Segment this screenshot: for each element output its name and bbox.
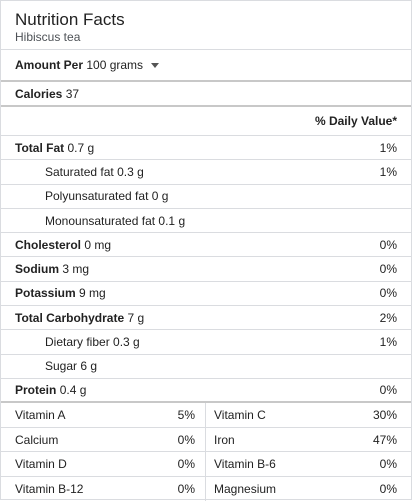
nutrient-row: Cholesterol 0 mg 0%	[1, 233, 411, 258]
nutrient-row: Protein 0.4 g 0%	[1, 379, 411, 404]
nutrient-amount: 6 g	[80, 359, 98, 374]
nutrient-amount: 9 mg	[79, 286, 106, 301]
nutrient-daily-value: 1%	[379, 164, 397, 179]
nutrient-name: Monounsaturated fat	[45, 213, 156, 228]
nutrient-amount: 0 mg	[84, 237, 112, 252]
nutrient-name: Total Carbohydrate	[15, 310, 125, 325]
panel-header: Nutrition Facts Hibiscus tea	[1, 1, 411, 50]
nutrient-amount: 0 g	[151, 189, 169, 204]
nutrient-list: Total Fat 0.7 g 1% Saturated fat 0.3 g 1% Po…	[1, 136, 411, 404]
vitamin-cell: Calcium 0%	[1, 427, 206, 453]
nutrient-name: Polyunsaturated fat	[45, 189, 149, 204]
vitamin-value: 0%	[379, 482, 397, 497]
nutrient-row: Sodium 3 mg 0%	[1, 257, 411, 282]
nutrient-name: Dietary fiber	[45, 335, 110, 350]
nutrient-amount: 3 mg	[62, 262, 90, 277]
nutrient-amount: 0.3 g	[113, 335, 140, 350]
nutrient-amount: 7 g	[127, 310, 145, 325]
vitamin-value: 47%	[372, 432, 397, 447]
nutrient-daily-value: 0%	[379, 262, 397, 277]
calories-label: Calories	[15, 86, 63, 101]
panel-title: Nutrition Facts	[15, 10, 125, 29]
vitamin-cell: Vitamin D 0%	[1, 452, 206, 477]
vitamin-value: 0%	[177, 457, 195, 472]
vitamin-name: Vitamin B-6	[214, 457, 276, 472]
vitamin-value: 30%	[372, 408, 397, 423]
caret-down-icon	[151, 63, 160, 69]
nutrient-amount: 0.1 g	[158, 213, 186, 228]
vitamin-name: Vitamin A	[15, 408, 66, 423]
vitamin-name: Magnesium	[214, 482, 277, 497]
vitamin-name: Vitamin C	[214, 408, 266, 423]
nutrient-name: Cholesterol	[15, 237, 82, 252]
nutrient-row: Polyunsaturated fat 0 g	[1, 185, 411, 209]
vitamin-name: Vitamin D	[15, 457, 67, 472]
vitamin-name: Calcium	[15, 432, 59, 447]
nutrient-row: Saturated fat 0.3 g 1%	[1, 160, 411, 185]
vitamin-cell: Vitamin B-12 0%	[1, 476, 206, 501]
nutrient-name: Potassium	[15, 286, 76, 301]
nutrient-amount: 0.4 g	[59, 383, 87, 398]
nutrient-row: Total Fat 0.7 g 1%	[1, 136, 411, 161]
nutrient-row: Monounsaturated fat 0.1 g	[1, 209, 411, 234]
vitamin-cell: Magnesium 0%	[206, 477, 411, 501]
serving-unit-dropdown[interactable]: 100 grams	[86, 58, 160, 72]
vitamin-grid: Vitamin A 5% Vitamin C 30% Calcium 0% Iron 47% V…	[1, 403, 411, 501]
nutrient-row: Total Carbohydrate 7 g 2%	[1, 306, 411, 331]
amount-per-label: Amount Per	[15, 58, 84, 72]
vitamin-name: Vitamin B-12	[15, 482, 84, 497]
nutrient-row: Sugar 6 g	[1, 355, 411, 379]
nutrient-name: Protein	[15, 383, 57, 398]
nutrient-daily-value: 2%	[379, 310, 397, 325]
vitamin-value: 0%	[379, 457, 397, 472]
nutrient-amount: 0.3 g	[117, 164, 144, 179]
nutrient-amount: 0.7 g	[67, 140, 95, 155]
daily-value-header-row: % Daily Value*	[1, 107, 411, 136]
nutrient-name: Saturated fat	[45, 164, 114, 179]
nutrient-daily-value: 1%	[379, 335, 397, 350]
daily-value-header: % Daily Value*	[314, 114, 397, 128]
nutrient-daily-value: 1%	[379, 140, 397, 155]
nutrient-name: Total Fat	[15, 140, 65, 155]
nutrient-name: Sugar	[45, 359, 78, 374]
nutrient-daily-value: 0%	[379, 286, 397, 301]
calories-row: Calories 37	[1, 82, 411, 107]
vitamin-cell: Iron 47%	[206, 428, 411, 453]
nutrient-daily-value: 0%	[379, 383, 397, 398]
panel-subtitle: Hibiscus tea	[15, 30, 81, 44]
vitamin-cell: Vitamin B-6 0%	[206, 452, 411, 477]
vitamin-value: 0%	[177, 432, 195, 447]
nutrient-daily-value: 0%	[379, 237, 397, 252]
calories-value: 37	[65, 86, 80, 101]
nutrient-row: Dietary fiber 0.3 g 1%	[1, 330, 411, 355]
amount-per-row: Amount Per 100 grams	[1, 50, 411, 82]
vitamin-name: Iron	[214, 432, 235, 447]
serving-unit-value: 100 grams	[86, 58, 144, 72]
vitamin-cell: Vitamin A 5%	[1, 403, 206, 428]
nutrient-row: Potassium 9 mg 0%	[1, 282, 411, 307]
vitamin-value: 5%	[177, 408, 195, 423]
vitamin-value: 0%	[177, 482, 195, 497]
nutrient-name: Sodium	[15, 262, 59, 277]
vitamin-cell: Vitamin C 30%	[206, 403, 411, 428]
